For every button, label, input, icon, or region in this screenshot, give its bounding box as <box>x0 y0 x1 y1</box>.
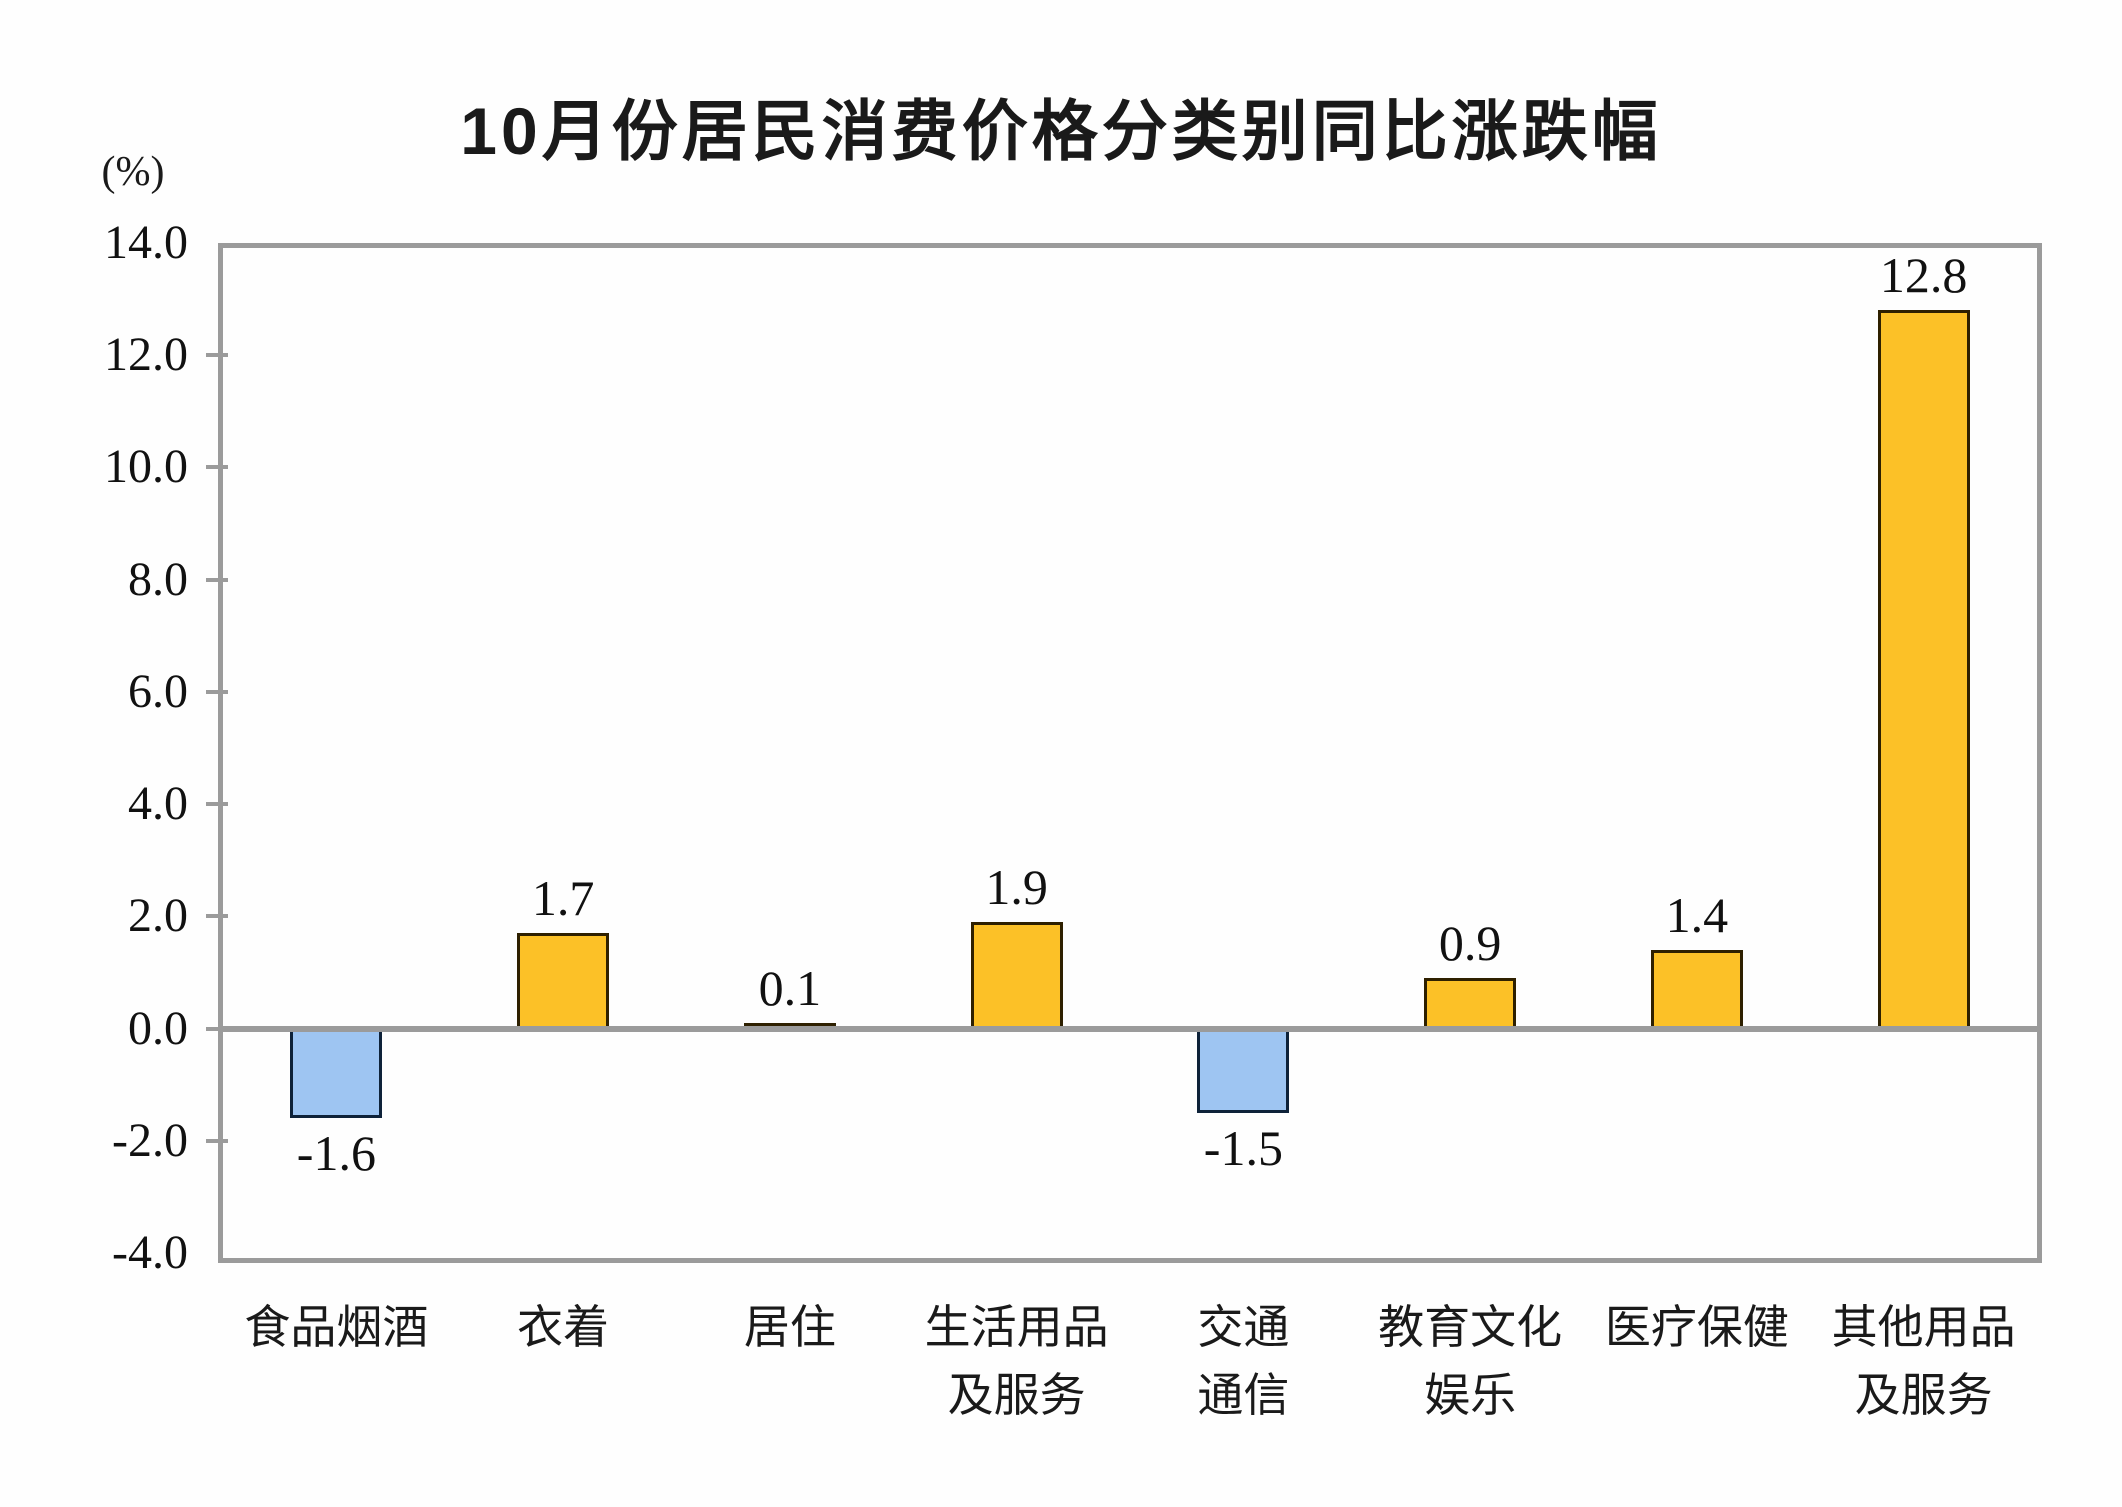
y-axis-tick-label: 12.0 <box>104 328 188 382</box>
y-axis-unit-label: (%) <box>101 149 165 195</box>
bar <box>1424 978 1517 1029</box>
y-axis-tick-label: -4.0 <box>112 1226 188 1279</box>
bar-value-label: 0.9 <box>1438 915 1502 972</box>
x-axis-category-label: 其他用品 及服务 <box>1831 1301 2016 1421</box>
bar <box>970 921 1063 1029</box>
bar-value-label: 0.1 <box>758 959 822 1016</box>
y-axis-tick-label: -2.0 <box>112 1113 188 1167</box>
y-axis-tick-mark <box>206 1026 228 1031</box>
y-axis-tick-label: 4.0 <box>128 777 188 831</box>
bar <box>1197 1028 1290 1113</box>
x-axis-category-label: 衣着 <box>517 1301 610 1353</box>
y-axis-tick-label: 10.0 <box>104 440 188 494</box>
y-axis-tick-label: 0.0 <box>128 1001 188 1055</box>
bar-value-label: 1.4 <box>1665 887 1729 943</box>
y-axis-tick-mark <box>206 1138 228 1143</box>
zero-axis-line <box>218 1025 2042 1032</box>
y-axis-tick-mark <box>206 914 228 919</box>
bar <box>290 1028 383 1119</box>
y-axis-tick-label: 6.0 <box>128 664 188 718</box>
x-axis-category-label: 交通 通信 <box>1197 1301 1290 1421</box>
x-axis-category-label: 教育文化 娱乐 <box>1378 1301 1563 1421</box>
bar-value-label: 1.7 <box>531 870 595 927</box>
x-axis-category-label: 居住 <box>743 1301 836 1353</box>
x-axis-category-label: 食品烟酒 <box>244 1301 429 1353</box>
y-axis-tick-mark <box>206 465 228 470</box>
chart-title: 10月份居民消费价格分类别同比涨跌幅 <box>460 94 1662 168</box>
y-axis-tick-label: 14.0 <box>104 216 188 269</box>
y-axis-tick-label: 2.0 <box>128 889 188 943</box>
bar <box>517 933 610 1029</box>
plot-area <box>218 243 2042 1263</box>
bar-value-label: 1.9 <box>985 858 1048 915</box>
y-axis-tick-mark <box>206 353 228 358</box>
y-axis-tick-label: 8.0 <box>128 552 188 606</box>
x-axis-category-label: 医疗保健 <box>1604 1301 1789 1353</box>
bar <box>1877 310 1970 1029</box>
x-axis-category-label: 生活用品 及服务 <box>924 1301 1109 1421</box>
y-axis-tick-mark <box>206 802 228 807</box>
bar-value-label: 12.8 <box>1879 247 1968 304</box>
bar-value-label: -1.5 <box>1203 1119 1283 1176</box>
bar <box>1650 950 1743 1029</box>
y-axis-tick-mark <box>206 577 228 582</box>
bar-value-label: -1.6 <box>296 1125 376 1182</box>
y-axis-tick-mark <box>206 689 228 694</box>
